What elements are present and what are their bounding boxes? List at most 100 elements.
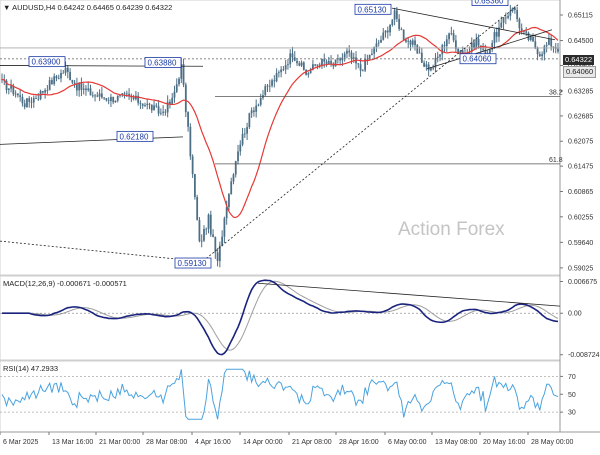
candle-body	[289, 53, 292, 65]
candle-body	[266, 85, 269, 87]
candle-body	[191, 156, 194, 175]
candle-body	[259, 97, 262, 105]
candle-body	[491, 43, 494, 50]
candle-body	[100, 93, 103, 98]
dropdown-triangle-icon[interactable]: ▼	[3, 3, 11, 12]
candle-body	[19, 95, 22, 97]
candle-body	[420, 52, 423, 63]
candle-body	[105, 98, 108, 101]
candle-body	[532, 36, 534, 42]
candle-body	[493, 31, 496, 44]
candle-body	[203, 228, 205, 241]
candle-body	[548, 38, 550, 45]
candle-body	[507, 15, 509, 18]
candle-body	[459, 50, 462, 53]
candle-body	[461, 50, 464, 54]
candle-body	[409, 40, 412, 45]
candle-body	[94, 95, 96, 97]
candle-body	[445, 39, 448, 47]
price-tick-label: 0.64500	[568, 38, 593, 45]
candle-body	[375, 43, 378, 48]
candle-body	[416, 45, 419, 54]
candle-body	[78, 82, 81, 91]
candle-body	[527, 32, 530, 40]
candle-body	[511, 7, 514, 11]
candle-body	[327, 60, 330, 64]
candle-body	[96, 95, 99, 97]
price-annotation-label: 0.59130	[178, 259, 207, 268]
price-annotation-label: 0.65360	[475, 0, 504, 6]
candle-body	[384, 30, 387, 33]
candle-body	[443, 45, 446, 47]
time-tick-label: 13 May 08:00	[435, 439, 478, 446]
price-annotation-box	[459, 53, 497, 65]
candle-body	[184, 84, 187, 113]
time-tick-label: 20 May 16:00	[483, 439, 526, 446]
candle-body	[302, 62, 305, 70]
candle-body	[350, 52, 353, 59]
candle-body	[400, 29, 403, 30]
candle-body	[330, 60, 332, 64]
candle-body	[23, 103, 26, 108]
candle-body	[196, 196, 199, 221]
rsi-tick-label: 30	[568, 410, 576, 417]
candle-body	[380, 39, 382, 43]
candle-body	[389, 24, 391, 33]
candle-body	[189, 126, 192, 157]
candle-body	[132, 97, 135, 100]
candle-body	[402, 29, 405, 40]
candle-body	[198, 220, 201, 242]
candle-body	[75, 83, 78, 91]
low-value: 0.64239	[115, 3, 144, 12]
time-tick-label: 21 Apr 08:00	[292, 439, 332, 446]
candle-body	[534, 41, 537, 49]
price-tick-label: 0.65115	[568, 13, 593, 20]
candle-body	[441, 45, 444, 55]
candle-body	[223, 218, 226, 237]
candle-body	[128, 93, 130, 96]
candle-body	[166, 101, 169, 113]
candle-body	[280, 69, 283, 73]
candle-body	[343, 53, 346, 58]
candle-body	[364, 58, 367, 71]
candle-body	[439, 54, 441, 57]
time-tick-label: 6 Mar 2025	[3, 439, 39, 446]
candle-body	[346, 50, 348, 54]
candle-body	[137, 95, 140, 104]
rsi-header: RSI(14) 47.2933	[3, 364, 59, 373]
candle-body	[80, 82, 83, 90]
candle-body	[277, 72, 280, 74]
price-tick-label: 0.62075	[568, 139, 593, 146]
candle-body	[71, 80, 74, 83]
candle-body	[550, 38, 553, 47]
candle-body	[318, 64, 321, 66]
price-annotation-label: 0.62180	[120, 132, 149, 141]
price-annotation-label: 0.63900	[32, 58, 61, 67]
rsi-tick-label: 50	[568, 392, 576, 399]
candle-body	[312, 64, 314, 70]
trend-line-lower-dashed	[0, 240, 201, 262]
candle-body	[66, 67, 69, 72]
candle-body	[139, 103, 142, 104]
price-annotation-box	[174, 257, 212, 269]
trend-line-rising-dashed	[199, 4, 519, 264]
candle-body	[359, 64, 362, 71]
candle-body	[502, 17, 505, 23]
candle-body	[239, 144, 242, 152]
candle-body	[91, 95, 94, 97]
candle-body	[382, 32, 385, 40]
candle-body	[246, 127, 248, 134]
rsi-panel	[0, 360, 561, 433]
candle-body	[123, 93, 126, 95]
candle-body	[287, 64, 289, 66]
fib-level-label: 61.8	[549, 157, 563, 164]
candle-body	[332, 63, 335, 67]
candle-body	[414, 40, 416, 46]
macd-tick-label: 0.006675	[568, 279, 597, 286]
candle-body	[230, 181, 233, 195]
candle-body	[248, 113, 251, 128]
candle-body	[144, 105, 146, 106]
candle-body	[291, 53, 294, 58]
candle-body	[164, 111, 167, 113]
